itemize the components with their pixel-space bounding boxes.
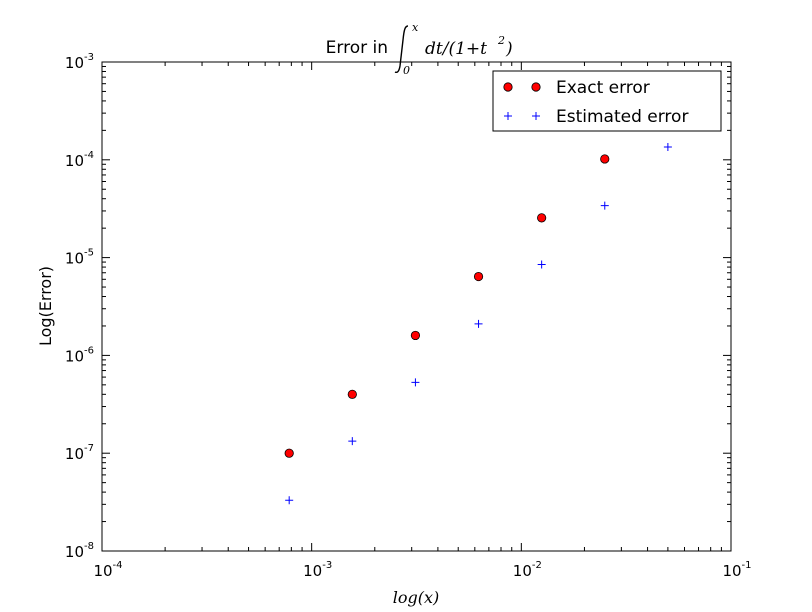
- chart-title-math: 0 x dt/(1+t 2 ): [394, 21, 513, 77]
- y-tick-label: 10-8: [65, 541, 94, 561]
- estimated-error-point: [663, 143, 672, 152]
- y-tick-label: 10-7: [65, 443, 94, 463]
- estimated-error-point: [474, 319, 483, 328]
- y-axis-label: Log(Error): [36, 266, 55, 346]
- estimated-error-point: [285, 496, 294, 505]
- axis-ticks: [101, 61, 732, 552]
- legend: Exact error Estimated error: [492, 70, 722, 132]
- legend-frame: [492, 70, 722, 132]
- exact-error-point: [473, 271, 484, 282]
- legend-exact-error-dot: [531, 82, 541, 92]
- estimated-error-point: [348, 437, 357, 446]
- x-axis-label: log(x): [393, 588, 440, 607]
- legend-exact-error-marker: [503, 82, 541, 92]
- x-tick-label: 10-1: [722, 560, 751, 580]
- x-tick-label: 10-2: [513, 560, 542, 580]
- legend-estimated-error-plus: [532, 112, 540, 120]
- chart-title-text: Error in: [326, 38, 388, 58]
- y-tick-label: 10-4: [65, 150, 94, 170]
- exact-error-point: [600, 154, 610, 164]
- svg-text:): ): [505, 39, 513, 59]
- exact-error-point: [410, 330, 421, 341]
- svg-text:dt/(1+t: dt/(1+t: [425, 39, 487, 59]
- exact-error-point: [347, 389, 357, 399]
- plot-area: [101, 61, 732, 552]
- estimated-error-point: [537, 260, 546, 269]
- svg-text:2: 2: [497, 34, 505, 47]
- legend-estimated-error-marker: [504, 112, 540, 120]
- legend-exact-error-dot: [503, 82, 513, 92]
- y-tick-label: 10-5: [65, 248, 94, 268]
- estimated-error-point: [411, 378, 420, 387]
- svg-text:x: x: [412, 21, 419, 34]
- x-tick-label: 10-3: [303, 560, 332, 580]
- legend-estimated-error-label: Estimated error: [556, 107, 688, 127]
- exact-error-point: [284, 448, 294, 458]
- legend-estimated-error-plus: [504, 112, 512, 120]
- exact-error-point: [537, 213, 547, 223]
- svg-text:0: 0: [403, 64, 410, 77]
- legend-exact-error-label: Exact error: [556, 78, 650, 98]
- data-points: [284, 143, 672, 505]
- y-tick-label: 10-3: [65, 52, 94, 72]
- x-tick-label: 10-4: [93, 560, 122, 580]
- estimated-error-point: [600, 201, 609, 210]
- y-tick-label: 10-6: [65, 345, 94, 365]
- axis-tick-labels: 10-4 10-3 10-2 10-1 10-8 10-7 10-6 10-5 10-4 10-3: [65, 52, 752, 580]
